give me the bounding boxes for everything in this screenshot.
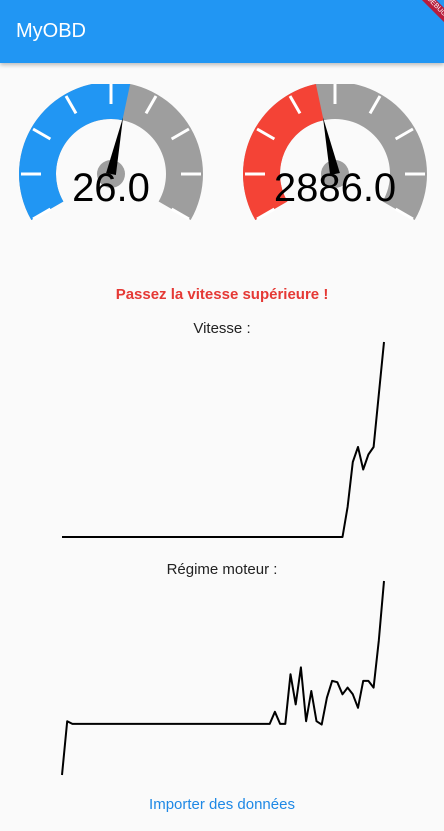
speed-gauge-tick <box>170 127 190 141</box>
app-bar: MyOBD DEBUG <box>0 0 444 63</box>
rpm-gauge-value: 2886.0 <box>273 166 397 210</box>
speed-gauge-fill <box>18 82 131 220</box>
rpm-gauge-tick <box>368 95 382 115</box>
shift-up-warning: Passez la vitesse supérieure ! <box>115 286 329 303</box>
speed-gauge-tick <box>32 127 52 141</box>
speed-gauge-value: 26.0 <box>72 166 150 210</box>
rpm-gauge-fill <box>243 84 324 220</box>
speed-gauge-tick <box>170 207 190 221</box>
rpm-gauge: 2886.0 <box>242 81 428 224</box>
rpm-gauge-dial <box>243 81 427 221</box>
speed-series-line <box>62 341 385 538</box>
import-data-button[interactable]: Importer des données <box>149 796 295 813</box>
rpm-gauge-needle <box>322 117 340 176</box>
rpm-gauge-tick <box>394 207 414 221</box>
speed-gauge-tick <box>32 207 52 221</box>
speed-gauge-tick <box>64 95 78 115</box>
rpm-gauge-tick <box>256 127 276 141</box>
rpm-chart-title: Régime moteur : <box>166 561 278 578</box>
rpm-gauge-tick <box>288 95 302 115</box>
speed-gauge: 26.0 <box>18 81 204 224</box>
app-title: MyOBD <box>16 20 86 42</box>
rpm-series-line <box>61 580 385 776</box>
debug-banner: DEBUG <box>411 0 444 32</box>
speed-gauge-needle <box>106 117 124 176</box>
speed-chart <box>62 341 385 538</box>
rpm-gauge-tick <box>394 127 414 141</box>
speed-chart-title: Vitesse : <box>193 320 251 337</box>
rpm-gauge-tick <box>256 207 276 221</box>
rpm-chart <box>61 580 385 776</box>
speed-gauge-tick <box>144 95 158 115</box>
speed-gauge-dial <box>18 81 203 221</box>
